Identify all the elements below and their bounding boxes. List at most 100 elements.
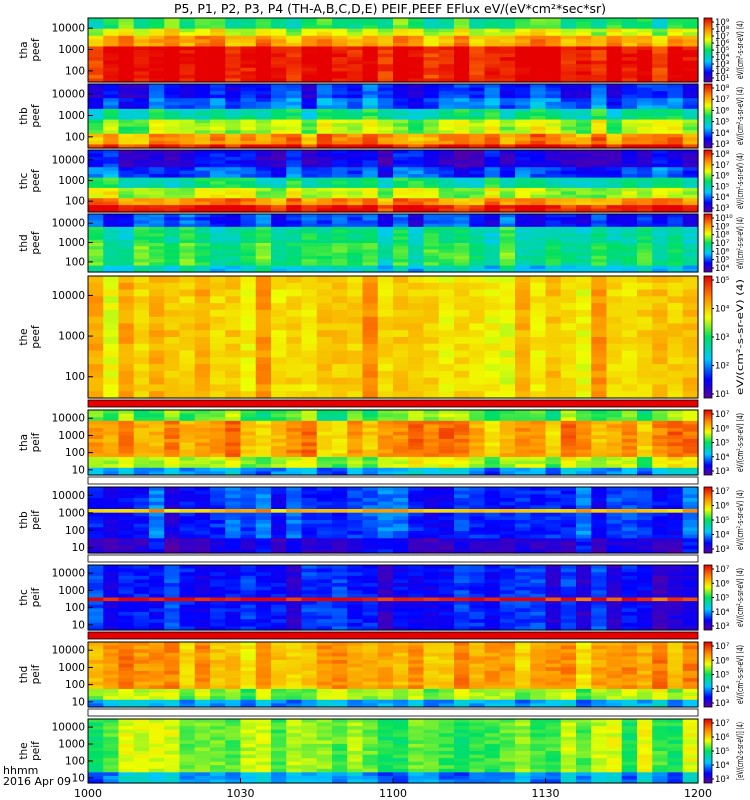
heatmap-cell [133, 442, 150, 447]
heatmap-cell [393, 501, 409, 506]
heatmap-cell [545, 230, 562, 234]
heatmap-cell [637, 417, 653, 422]
heatmap-cell [621, 105, 638, 110]
heatmap-cell [438, 303, 455, 311]
heatmap-cell [560, 32, 577, 37]
heatmap-cell [301, 214, 318, 218]
heatmap-cell [377, 156, 394, 161]
heatmap-cell [667, 50, 684, 55]
heatmap-cell [240, 39, 257, 44]
heatmap-cell [316, 64, 333, 69]
heatmap-cell [88, 130, 104, 135]
heatmap-cell [316, 538, 333, 543]
heatmap-cell [271, 94, 287, 99]
heatmap-cell [332, 494, 348, 499]
heatmap-cell [377, 64, 394, 69]
heatmap-cell [469, 187, 486, 192]
heatmap-cell [332, 126, 348, 131]
heatmap-cell [393, 167, 409, 172]
heatmap-cell [606, 140, 623, 146]
heatmap-cell [377, 140, 394, 146]
heatmap-cell [545, 84, 562, 89]
heatmap-cell [225, 417, 242, 422]
heatmap-cell [149, 490, 165, 495]
heatmap-cell [225, 101, 242, 106]
heatmap-cell [377, 296, 394, 304]
heatmap-cell [88, 126, 104, 131]
heatmap-cell [347, 249, 364, 254]
heatmap-cell [454, 170, 470, 175]
heatmap-cell [621, 184, 638, 189]
heatmap-cell [88, 67, 104, 72]
heatmap-cell [271, 194, 287, 199]
heatmap-cell [194, 98, 211, 103]
heatmap-cell [271, 494, 287, 499]
heatmap-cell [194, 87, 211, 92]
heatmap-cell [423, 364, 440, 372]
heatmap-cell [362, 87, 379, 92]
heatmap-cell [469, 226, 486, 231]
heatmap-cell [347, 520, 364, 525]
heatmap-cell [560, 413, 577, 418]
heatmap-cell [484, 60, 501, 65]
heatmap-cell [606, 467, 623, 472]
heatmap-cell [255, 377, 272, 386]
heatmap-cell [438, 505, 455, 510]
heatmap-cell [560, 150, 577, 155]
heatmap-cell [164, 549, 181, 554]
heatmap-cell [255, 32, 272, 37]
heatmap-cell [652, 177, 669, 182]
heatmap-cell [301, 246, 318, 251]
heatmap-cell [286, 246, 303, 251]
heatmap-cell [225, 316, 242, 325]
heatmap-cell [438, 255, 455, 260]
heatmap-cell [316, 198, 333, 203]
heatmap-cell [164, 46, 181, 51]
heatmap-cell [637, 230, 653, 234]
heatmap-cell [347, 316, 364, 325]
heatmap-cell [240, 91, 257, 96]
heatmap-cell [621, 116, 638, 121]
heatmap-cell [149, 534, 165, 539]
heatmap-cell [530, 239, 547, 244]
heatmap-cell [88, 71, 104, 76]
y-tick-label: 10 [72, 464, 85, 476]
heatmap-cell [606, 50, 623, 55]
heatmap-cell [240, 174, 257, 179]
heatmap-cell [530, 191, 547, 196]
heatmap-cell [637, 343, 653, 352]
heatmap-cell [591, 236, 608, 241]
heatmap-cell [484, 226, 501, 231]
heatmap-cell [591, 87, 608, 92]
heatmap-cell [545, 163, 562, 168]
heatmap-cell [362, 236, 379, 241]
heatmap-cell [606, 289, 623, 297]
heatmap-cell [484, 67, 501, 72]
heatmap-cell [484, 516, 501, 521]
heatmap-cell [591, 57, 608, 62]
heatmap-cell [621, 460, 638, 465]
heatmap-cell [194, 370, 211, 379]
heatmap-cell [103, 160, 120, 165]
heatmap-cell [591, 35, 608, 40]
heatmap-cell [210, 87, 226, 92]
heatmap-cell [454, 60, 470, 65]
heatmap-cell [484, 167, 501, 172]
heatmap-cell [530, 156, 547, 161]
heatmap-cell [667, 108, 684, 114]
heatmap-cell [423, 442, 440, 447]
heatmap-cell [438, 126, 455, 131]
heatmap-cell [286, 223, 303, 228]
heatmap-cell [515, 456, 531, 462]
heatmap-cell [103, 57, 120, 62]
heatmap-cell [149, 163, 165, 168]
heatmap-cell [408, 337, 425, 345]
heatmap-cell [515, 523, 531, 528]
heatmap-cell [362, 119, 379, 124]
heatmap-cell [88, 226, 104, 231]
heatmap-cell [469, 323, 486, 331]
heatmap-cell [454, 509, 470, 514]
heatmap-cell [423, 417, 440, 422]
heatmap-cell [484, 21, 501, 26]
heatmap-cell [179, 435, 196, 440]
